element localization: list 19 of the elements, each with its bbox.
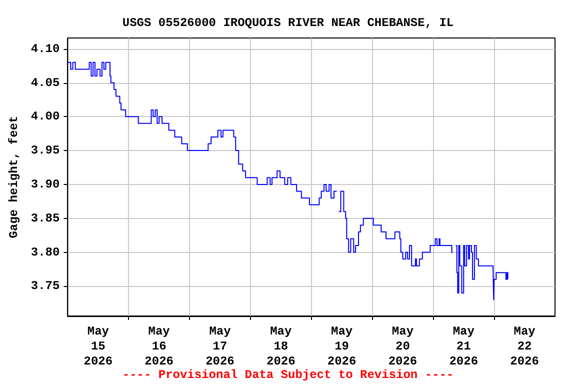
y-tick-label: 3.75: [30, 279, 60, 294]
y-axis-title: Gage height, feet: [7, 116, 21, 238]
x-tick-label: May 21 2026: [449, 324, 478, 368]
y-tick-label: 3.95: [30, 144, 60, 158]
y-tick-label: 4.00: [30, 110, 60, 124]
x-tick-label: May 16 2026: [144, 324, 174, 368]
text: ---- Provisional Data Subject to Revision ----: [122, 368, 454, 382]
y-tick-label: 3.85: [30, 211, 60, 226]
x-tick-label: May 15 2026: [84, 324, 113, 368]
y-tick-label: 4.10: [30, 42, 60, 56]
x-tick-label: May 18 2026: [266, 324, 296, 368]
x-tick-label: May 20 2026: [388, 324, 418, 368]
y-tick-label: 3.80: [30, 245, 60, 260]
x-tick-label: May 19 2026: [327, 324, 356, 368]
x-tick-label: May 17 2026: [206, 324, 234, 368]
y-tick-label: 4.05: [30, 76, 60, 90]
x-tick-label: May 22 2026: [510, 324, 539, 368]
chart-title: USGS 05526000 IROQUOIS RIVER NEAR CHEBANSE, IL: [122, 16, 454, 30]
y-tick-label: 3.90: [30, 177, 60, 192]
